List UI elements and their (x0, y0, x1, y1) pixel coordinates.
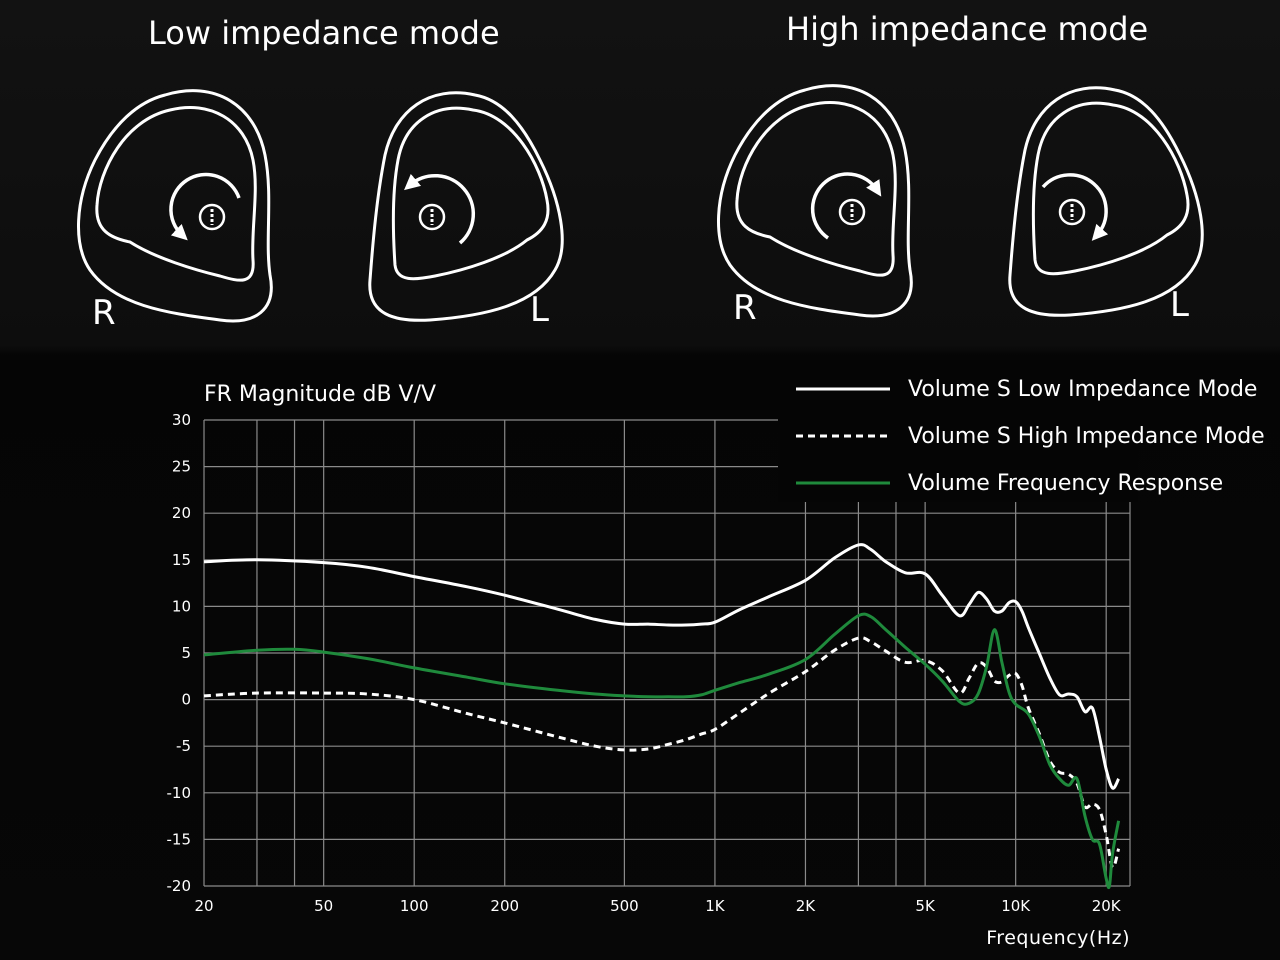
series-line-volume-response (203, 612, 1121, 890)
x-axis-title: Frequency(Hz) (986, 927, 1130, 949)
y-tick-label: 20 (172, 504, 191, 522)
x-tick-label: 5K (915, 897, 936, 915)
x-tick-label: 20 (194, 897, 213, 915)
y-tick-label: 30 (172, 411, 191, 429)
y-tick-label: 25 (172, 458, 191, 476)
y-tick-label: -20 (167, 877, 192, 895)
series-line-low-impedance (203, 543, 1120, 790)
x-tick-label: 500 (610, 897, 639, 915)
x-tick-label: 200 (490, 897, 519, 915)
ear-left-low-icon (368, 91, 564, 322)
series-line-high-impedance (203, 636, 1121, 869)
ear-right-high-icon (717, 84, 913, 318)
x-tick-label: 20K (1092, 897, 1122, 915)
x-tick-label: 2K (796, 897, 817, 915)
legend-item-high-impedance-label: Volume S High Impedance Mode (908, 424, 1265, 449)
legend-background (778, 362, 1138, 502)
legend-item-low-impedance-label: Volume S Low Impedance Mode (908, 377, 1257, 402)
x-tick-label: 100 (400, 897, 429, 915)
chart-series (203, 543, 1121, 890)
y-tick-label: 5 (181, 644, 191, 662)
x-tick-label: 50 (314, 897, 333, 915)
right-label-high: R (733, 288, 757, 328)
ear-right-low-icon (77, 89, 273, 323)
left-label-low: L (530, 290, 549, 330)
high-impedance-mode-title: High impedance mode (786, 10, 1149, 48)
x-tick-label: 1K (705, 897, 726, 915)
left-label-high: L (1170, 285, 1189, 325)
low-impedance-mode-title: Low impedance mode (148, 14, 500, 52)
ear-left-high-icon (1008, 86, 1204, 317)
y-tick-label: -5 (176, 737, 191, 755)
y-axis-title: FR Magnitude dB V/V (204, 382, 436, 407)
x-tick-label: 10K (1001, 897, 1031, 915)
y-tick-label: -15 (167, 830, 192, 848)
chart-legend: Volume S Low Impedance Mode Volume S High… (778, 362, 1265, 502)
y-tick-label: 15 (172, 551, 191, 569)
y-tick-label: 10 (172, 597, 191, 615)
legend-item-volume-response-label: Volume Frequency Response (908, 471, 1223, 496)
y-tick-label: -10 (167, 784, 192, 802)
right-label-low: R (92, 293, 116, 333)
y-tick-label: 0 (181, 691, 191, 709)
earpiece-diagrams (77, 84, 1204, 323)
